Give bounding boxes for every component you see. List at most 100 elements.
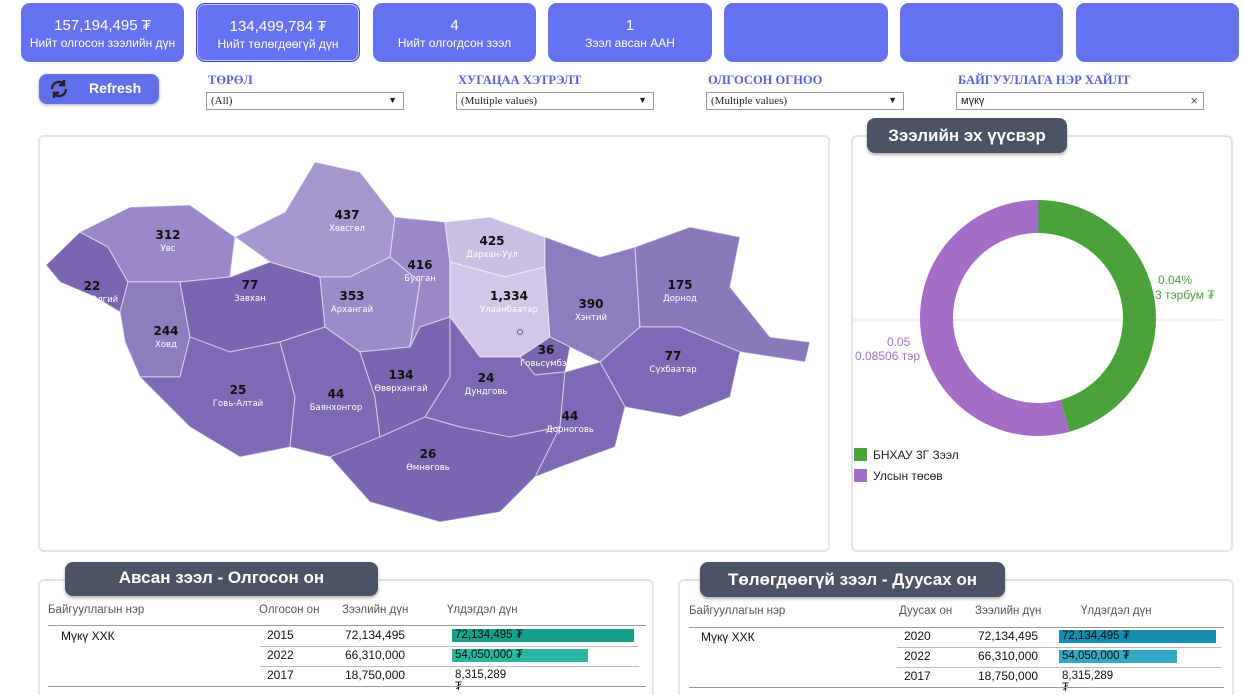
refresh-button[interactable]: Refresh: [39, 74, 159, 104]
region-sukhbaatar: [599, 326, 741, 418]
chevron-down-icon: ▼: [888, 95, 897, 105]
donut-label-left-val: 0.08506 тэр: [855, 349, 921, 363]
region-name: Өмнөговь: [406, 463, 450, 473]
row-balance: 54,050,000 ₮: [455, 649, 523, 661]
legend-swatch-china-loan: [854, 448, 867, 461]
row-balance: 54,050,000 ₮: [1062, 650, 1130, 662]
region-name: Дорнод: [663, 294, 697, 304]
region-name: Хэнтий: [574, 313, 608, 323]
source-panel: 0.04% 3 тэрбум ₮ 0.05 0.08506 тэр БНХАУ …: [851, 135, 1233, 552]
kpi-borrower-count[interactable]: 1 Зээл авсан ААН: [548, 3, 712, 62]
col-amount: Зээлийн дүн: [975, 605, 1042, 617]
row-balance-bar: 72,134,495 ₮: [452, 629, 634, 642]
donut-label-left-pct: 0.05: [887, 335, 911, 349]
filter-overdue-value: (Multiple values): [461, 95, 538, 107]
region-value: 353: [339, 289, 365, 303]
region-value: 44: [327, 387, 345, 401]
region-value: 416: [407, 258, 433, 272]
loans-by-year-title: Авсан зээл - Олгосон он: [65, 562, 378, 596]
region-name: Баянхонгор: [309, 403, 363, 413]
row-amount: 18,750,000: [345, 668, 406, 682]
row-amount: 18,750,000: [978, 669, 1039, 683]
region-value: 44: [561, 409, 579, 423]
col-balance: Үлдэгдэл дүн: [447, 604, 518, 616]
kpi-empty-3[interactable]: [1076, 3, 1239, 62]
filter-issue-date-select[interactable]: (Multiple values) ▼: [706, 92, 904, 110]
col-balance: Үлдэгдэл дүн: [1081, 605, 1152, 617]
region-name: Дундговь: [464, 387, 508, 397]
region-name: Өвөрхангай: [374, 384, 428, 394]
org-search-input[interactable]: мүкү ×: [956, 92, 1204, 110]
chevron-down-icon: ▼: [388, 95, 397, 105]
kpi-loan-count[interactable]: 4 Нийт олгогдсон зээл: [373, 3, 536, 62]
kpi-value: 157,194,495 ₮: [54, 17, 151, 34]
filter-issue-date-label: ОЛГОСОН ОГНОО: [708, 73, 823, 87]
mongolia-map: [45, 161, 811, 523]
region-value: 25: [229, 383, 247, 397]
row-balance-bar: 72,134,495 ₮: [1059, 630, 1216, 643]
region-value: 24: [477, 371, 495, 385]
source-panel-title: Зээлийн эх үүсвэр: [867, 118, 1067, 153]
unpaid-panel: Байгууллагын нэр Дуусах он Зээлийн дүн Ү…: [678, 579, 1234, 695]
region-name: Дархан-Уул: [466, 250, 518, 260]
region-name: Говьсүмбэр: [520, 359, 572, 369]
filter-org-search-label: БАЙГУУЛЛАГА НЭР ХАЙЛТ: [958, 73, 1131, 87]
kpi-label: Зээл авсан ААН: [585, 36, 675, 50]
region-value: 312: [155, 228, 181, 242]
region-value: 390: [578, 297, 604, 311]
kpi-total-unpaid[interactable]: 134,499,784 ₮ Нийт төлөгдөөгүй дүн: [196, 3, 360, 62]
row-year: 2022: [267, 648, 294, 662]
kpi-empty-2[interactable]: [900, 3, 1063, 62]
kpi-value: 4: [450, 17, 459, 34]
region-name: Хөвсгөл: [329, 224, 365, 234]
kpi-label: Нийт олгогдсон зээл: [397, 36, 512, 50]
filter-type-value: (All): [211, 95, 233, 107]
row-amount: 66,310,000: [345, 648, 406, 662]
region-value: 36: [537, 343, 555, 357]
filter-overdue-select[interactable]: (Multiple values) ▼: [456, 92, 654, 110]
kpi-label: Нийт олгосон зээлийн дүн: [29, 36, 176, 50]
region-name: Завхан: [234, 294, 266, 304]
map-panel: 22 Баян-Өлгий 312 Увс 244 Ховд 77 Завхан 437 Хөвс…: [38, 135, 830, 552]
legend-swatch-state-budget: [854, 469, 867, 482]
kpi-empty-1[interactable]: [724, 3, 888, 62]
legend-label-state-budget: Улсын төсөв: [873, 469, 943, 483]
col-year: Олгосон он: [259, 604, 320, 616]
loans-by-year-panel: Байгууллагын нэр Олгосон он Зээлийн дүн …: [38, 579, 654, 695]
filter-type-select[interactable]: (All) ▼: [206, 92, 404, 110]
row-amount: 72,134,495: [978, 629, 1039, 643]
legend-label-china-loan: БНХАУ 3Г Зээл: [873, 448, 959, 462]
org-name: Мүкү ХХК: [61, 629, 115, 643]
donut-slice-1: [920, 200, 1070, 436]
filter-overdue-label: ХУГАЦАА ХЭТРЭЛТ: [458, 73, 582, 87]
org-name: Мүкү ХХК: [701, 630, 755, 644]
row-balance: 72,134,495 ₮: [1062, 630, 1130, 642]
row-balance: 8,315,289 ₮: [455, 669, 507, 693]
kpi-label: Нийт төлөгдөөгүй дүн: [217, 37, 339, 51]
donut-label-right-pct: 0.04%: [1158, 273, 1193, 287]
row-year: 2017: [904, 669, 931, 683]
filter-type-label: ТӨРӨЛ: [208, 73, 253, 87]
kpi-value: 134,499,784 ₮: [229, 18, 327, 35]
region-name: Ховд: [155, 340, 177, 350]
row-balance-bar: 54,050,000 ₮: [1059, 650, 1177, 663]
region-name: Архангай: [330, 305, 374, 315]
region-name: Булган: [404, 274, 436, 284]
donut-slice-0: [1038, 200, 1156, 432]
region-name: Сүхбаатар: [649, 365, 697, 375]
row-year: 2022: [904, 649, 931, 663]
region-value: 425: [479, 234, 505, 248]
region-value: 77: [241, 278, 259, 292]
clear-icon[interactable]: ×: [1190, 93, 1198, 108]
row-year: 2020: [904, 629, 931, 643]
region-value: 26: [419, 447, 437, 461]
region-value: 1,334: [490, 289, 528, 303]
kpi-total-issued[interactable]: 157,194,495 ₮ Нийт олгосон зээлийн дүн: [21, 3, 184, 62]
unpaid-title: Төлөгдөөгүй зээл - Дуусах он: [700, 562, 1005, 597]
row-amount: 72,134,495: [345, 628, 406, 642]
region-name: Дорноговь: [546, 425, 594, 435]
row-balance: 8,315,289 ₮: [1062, 670, 1114, 694]
region-value: 437: [334, 208, 360, 222]
col-end-year: Дуусах он: [899, 605, 953, 617]
row-balance: 72,134,495 ₮: [455, 629, 523, 641]
